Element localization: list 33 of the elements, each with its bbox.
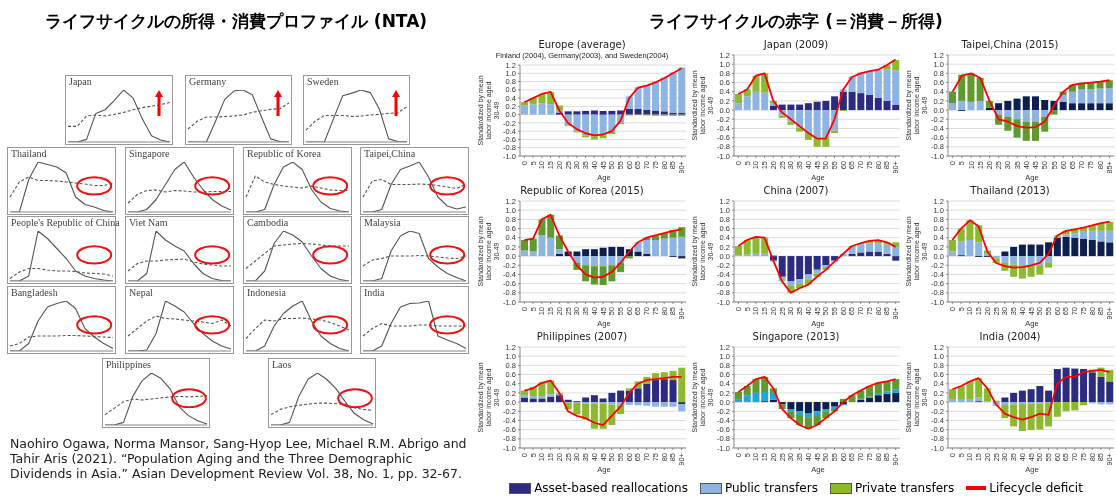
chart-title: Germany xyxy=(189,76,227,87)
chart-title: Republic of Korea (2015) xyxy=(519,184,645,197)
chart-title: Bangladesh xyxy=(11,287,58,298)
chart-title: Singapore (2013) xyxy=(751,330,841,343)
chart-title: India xyxy=(364,287,385,298)
chart-title: Taipei,China xyxy=(364,148,416,159)
legend-label: Lifecycle deficit xyxy=(989,481,1083,495)
chart-title: Taipei,China (2015) xyxy=(960,38,1060,51)
chart-title: Nepal xyxy=(129,287,153,298)
chart-title: Thailand (2013) xyxy=(969,184,1051,197)
chart-title: Sweden xyxy=(307,76,339,87)
chart-title: Japan (2009) xyxy=(762,38,830,51)
chart-title: Philippines xyxy=(106,359,152,370)
chart-title: Singapore xyxy=(129,148,170,159)
chart-title: India (2004) xyxy=(978,330,1042,343)
legend-label: Private transfers xyxy=(854,481,955,495)
chart-title: Malaysia xyxy=(364,217,401,228)
chart-title: Indonesia xyxy=(247,287,286,298)
chart-title: Japan xyxy=(69,76,92,87)
chart-title: Thailand xyxy=(11,148,47,159)
legend-label: Asset-based reallocations xyxy=(534,481,688,495)
text: ライフサイクルの所得・消費プロファイル (NTA) xyxy=(43,10,429,33)
text: Naohiro Ogawa, Norma Mansor, Sang-Hyop Lee, Michael R.M. Abrigo and Tahir Aris (2021). “Population Aging and the Three Demographic Dividends in Asia.” Asian Development Review Vol. 38, No. 1, pp. 32-67. xyxy=(10,436,468,481)
chart-title: People's Republic of China xyxy=(11,217,120,228)
chart-title: Europe (average) xyxy=(537,38,627,51)
text: ライフサイクルの赤字 (＝消費－所得) xyxy=(648,10,944,33)
chart-title: Republic of Korea xyxy=(247,148,321,159)
chart-title: Philippines (2007) xyxy=(535,330,629,343)
chart-title: Laos xyxy=(272,359,292,370)
chart-title: Cambodia xyxy=(247,217,289,228)
chart-title: China (2007) xyxy=(762,184,830,197)
legend-label: Public transfers xyxy=(724,481,818,495)
chart-title: Viet Nam xyxy=(129,217,168,228)
